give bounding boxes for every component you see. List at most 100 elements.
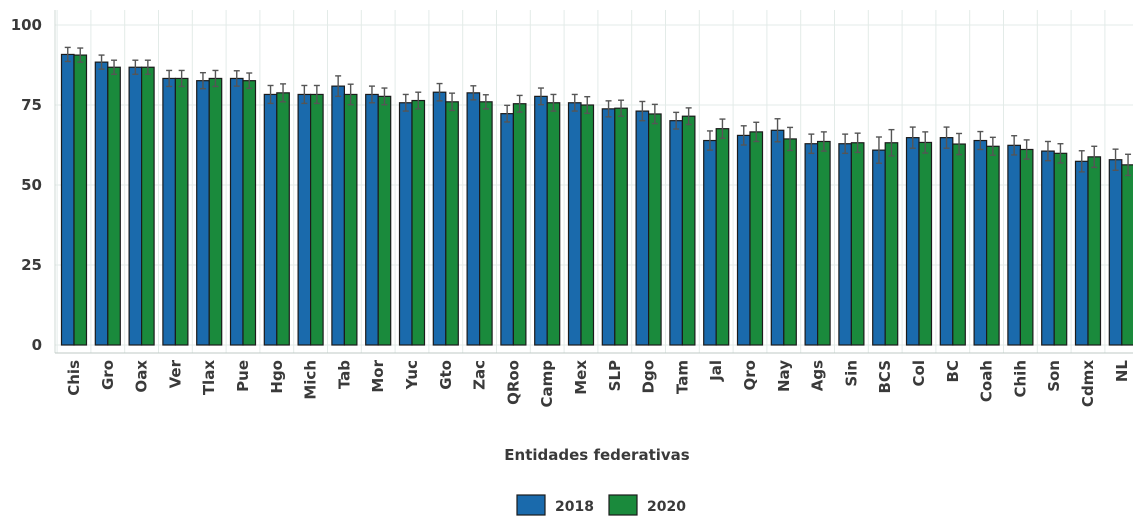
bar-2020-Dgo bbox=[649, 114, 662, 345]
x-tick-label: Coah bbox=[978, 360, 996, 402]
y-tick-label: 75 bbox=[21, 96, 42, 114]
x-tick-label: Gto bbox=[437, 360, 455, 390]
legend-swatch-2018 bbox=[517, 495, 545, 515]
x-tick-label: Chih bbox=[1011, 360, 1029, 398]
x-tick-label: BC bbox=[944, 360, 962, 382]
bar-2020-Ver bbox=[175, 78, 188, 345]
x-tick-label: Nay bbox=[775, 360, 793, 392]
bar-2020-SLP bbox=[615, 108, 628, 345]
legend-label-2018: 2018 bbox=[555, 499, 594, 515]
x-tick-label: BCS bbox=[876, 360, 894, 394]
bar-2020-Nay bbox=[784, 139, 797, 345]
legend-swatch-2020 bbox=[609, 495, 637, 515]
bar-2018-Mex bbox=[569, 103, 582, 345]
bar-2018-Son bbox=[1042, 151, 1055, 345]
bar-2020-Pue bbox=[243, 81, 256, 345]
bar-2020-Sin bbox=[851, 143, 864, 345]
bar-2020-Chis bbox=[74, 55, 87, 345]
x-tick-label: Tab bbox=[335, 360, 353, 389]
bar-2020-Camp bbox=[547, 103, 560, 345]
bar-2020-Mex bbox=[581, 105, 594, 345]
bar-2018-Oax bbox=[129, 67, 142, 345]
x-tick-label: Camp bbox=[538, 360, 556, 408]
bar-2018-Pue bbox=[231, 78, 244, 345]
bar-2020-Tlax bbox=[209, 78, 222, 345]
bar-2020-Jal bbox=[716, 129, 729, 345]
bar-2018-Hgo bbox=[264, 94, 277, 345]
bar-2018-Tam bbox=[670, 121, 683, 345]
bar-2018-Jal bbox=[704, 141, 717, 345]
bar-2020-Chih bbox=[1020, 149, 1033, 345]
bar-2018-Tab bbox=[332, 86, 345, 345]
bar-2018-Ver bbox=[163, 78, 176, 345]
x-tick-label: QRoo bbox=[504, 360, 522, 405]
bar-2018-BCS bbox=[873, 150, 886, 345]
bar-2018-Gto bbox=[433, 92, 446, 345]
bar-2018-Ags bbox=[805, 144, 818, 345]
x-tick-label: Dgo bbox=[640, 360, 658, 394]
y-tick-label: 25 bbox=[21, 256, 42, 274]
bar-2020-Tam bbox=[682, 116, 695, 345]
bar-2018-QRoo bbox=[501, 114, 514, 345]
x-tick-label: Pue bbox=[234, 360, 252, 392]
bar-2020-Mor bbox=[378, 96, 391, 345]
bar-2020-Gto bbox=[446, 102, 459, 345]
bar-2020-Tab bbox=[344, 94, 357, 345]
bar-2018-Qro bbox=[738, 135, 751, 345]
x-tick-label: Gro bbox=[99, 360, 117, 390]
x-tick-label: Chis bbox=[65, 360, 83, 396]
x-tick-label: Mich bbox=[302, 360, 320, 400]
bar-2020-QRoo bbox=[513, 104, 526, 345]
x-tick-label: Zac bbox=[471, 360, 489, 390]
x-tick-label: Sin bbox=[842, 360, 860, 387]
y-tick-label: 100 bbox=[11, 16, 42, 34]
bar-2018-SLP bbox=[602, 109, 615, 345]
bar-2020-NL bbox=[1122, 165, 1133, 345]
x-tick-label: Cdmx bbox=[1079, 360, 1097, 407]
y-tick-label: 0 bbox=[32, 336, 42, 354]
x-tick-label: Col bbox=[910, 360, 928, 386]
y-axis-ticks: 0 25 50 75 100 bbox=[11, 16, 42, 354]
legend-label-2020: 2020 bbox=[647, 499, 686, 515]
bar-2018-Camp bbox=[535, 96, 548, 345]
bar-2020-Gro bbox=[108, 67, 121, 345]
x-tick-label: Jal bbox=[707, 360, 725, 382]
x-tick-label: SLP bbox=[606, 360, 624, 391]
y-tick-label: 50 bbox=[21, 176, 42, 194]
x-tick-label: Ags bbox=[809, 360, 827, 391]
x-tick-label: Mex bbox=[572, 360, 590, 395]
bar-2018-Sin bbox=[839, 144, 852, 345]
bar-2018-Gro bbox=[95, 62, 108, 345]
x-tick-label: Son bbox=[1045, 360, 1063, 392]
x-axis-label: Entidades federativas bbox=[504, 446, 689, 464]
bar-2020-Ags bbox=[818, 141, 831, 345]
bar-2018-Chis bbox=[62, 54, 75, 345]
x-tick-label: Hgo bbox=[268, 360, 286, 394]
bar-2018-Cdmx bbox=[1076, 161, 1089, 345]
x-tick-label: Ver bbox=[166, 359, 184, 388]
x-tick-label: Yuc bbox=[403, 360, 421, 390]
bar-2018-Tlax bbox=[197, 81, 210, 345]
bar-2020-BC bbox=[953, 144, 966, 345]
bar-2018-Coah bbox=[974, 141, 987, 345]
bar-2020-Qro bbox=[750, 132, 763, 345]
bar-2020-Zac bbox=[480, 102, 493, 345]
bar-2018-BC bbox=[940, 138, 953, 345]
bar-2018-Chih bbox=[1008, 145, 1021, 345]
bar-2018-NL bbox=[1109, 160, 1122, 345]
legend: 2018 2020 bbox=[517, 495, 686, 515]
x-tick-label: Tlax bbox=[200, 360, 218, 395]
bar-2020-BCS bbox=[885, 143, 898, 345]
bar-2020-Coah bbox=[987, 146, 1000, 345]
bar-2018-Dgo bbox=[636, 111, 649, 345]
bar-2018-Mich bbox=[298, 94, 311, 345]
x-tick-label: Oax bbox=[133, 360, 151, 393]
bar-2020-Son bbox=[1054, 153, 1067, 345]
bar-2018-Col bbox=[907, 138, 920, 345]
bar-2018-Mor bbox=[366, 94, 379, 345]
bar-2018-Zac bbox=[467, 93, 480, 345]
x-tick-label: NL bbox=[1113, 360, 1131, 383]
